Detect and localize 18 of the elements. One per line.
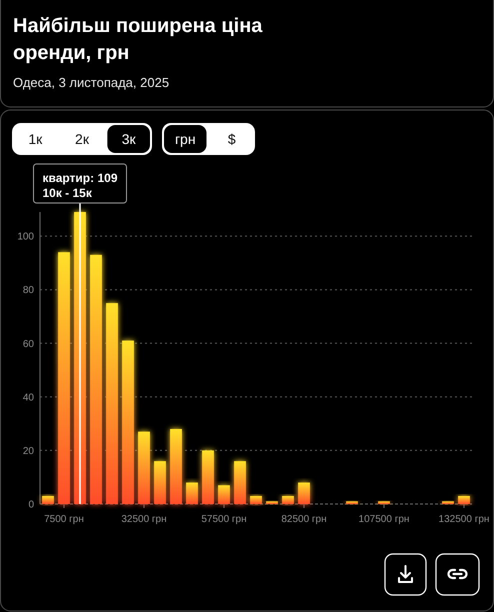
toggle-buttons: грн $ [162, 123, 255, 155]
chart-title: Найбільш поширена ціна оренди, грн [13, 15, 264, 64]
chart-subtitle: Одеса, 3 листопада, 2025 [13, 75, 170, 90]
x-tick-label: 7500 грн [44, 514, 84, 525]
annotation: квартир: 109 10к - 15к [42, 171, 118, 200]
x-tick-label: 107500 грн [358, 514, 410, 525]
y-tick-label: 20 [22, 446, 34, 457]
y-tick-label: 100 [17, 232, 34, 243]
tooltip: квартир: 109 10к - 15к [33, 164, 127, 204]
x-tick-label: 132500 грн [438, 514, 490, 525]
y-tick-label: 80 [22, 285, 34, 296]
x-tick-label: 57500 грн [201, 514, 247, 525]
x-tick-label: 32500 грн [121, 514, 167, 525]
y-tick-label: 0 [28, 500, 34, 510]
toggle-buttons: 1к 2к 3к [12, 123, 152, 155]
y-tick-label: 40 [22, 392, 34, 404]
y-tick-label: 60 [22, 338, 34, 350]
x-tick-label: 82500 грн [281, 514, 327, 525]
